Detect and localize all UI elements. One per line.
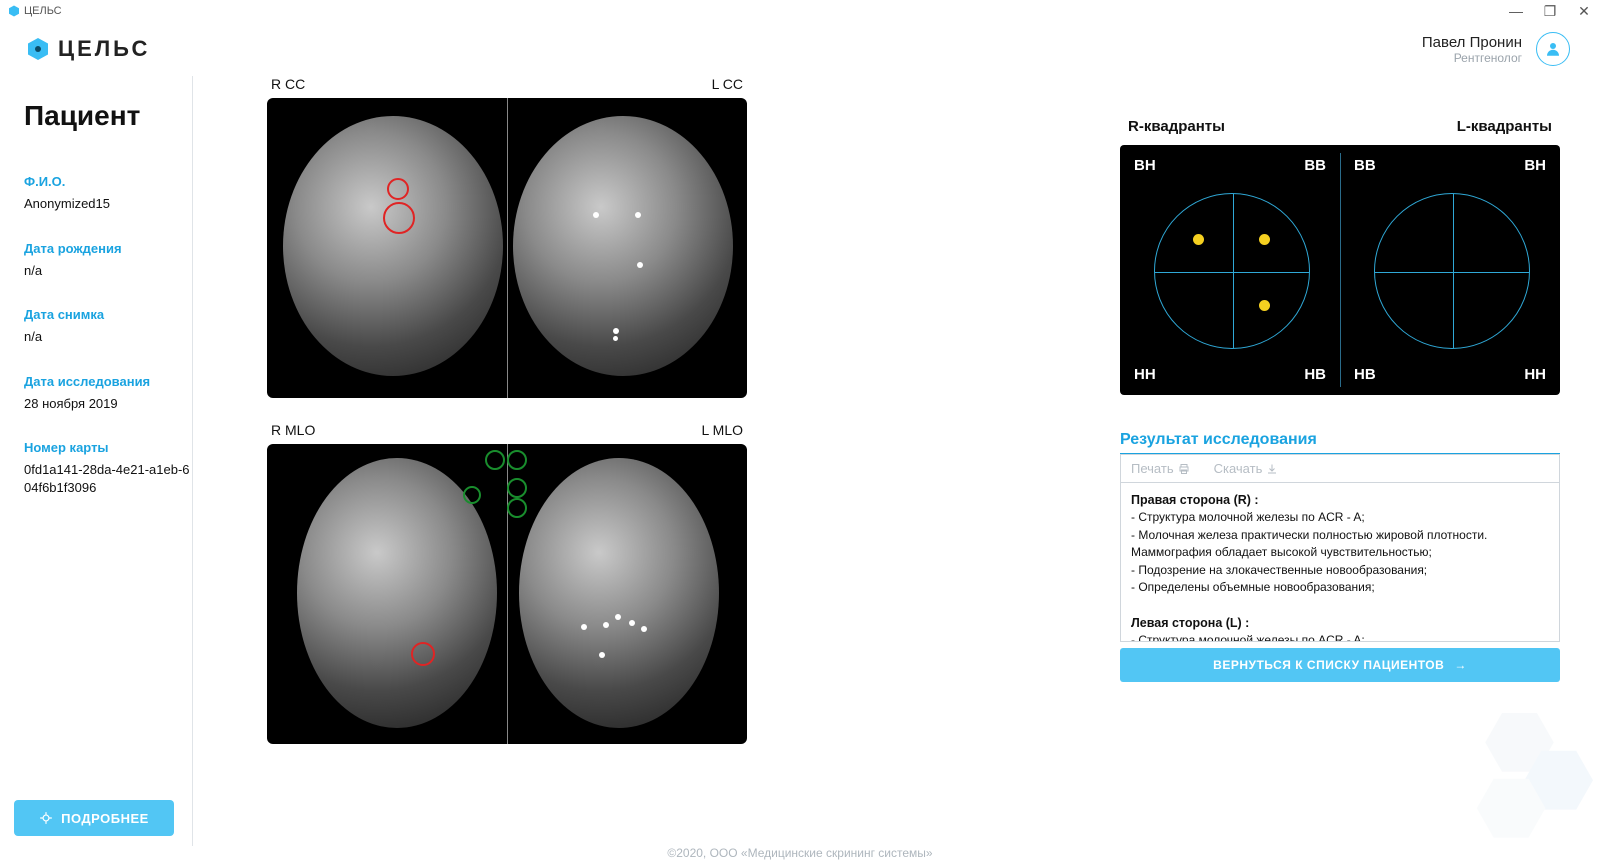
arrow-right-icon: → [1454,658,1467,672]
calcification-dot [599,652,605,658]
field-value: n/a [24,262,192,280]
results-text[interactable]: Правая сторона (R) :- Структура молочной… [1120,482,1560,642]
corner-tr: ВВ [1304,157,1326,174]
download-label: Скачать [1214,461,1263,476]
field-card-number: Номер карты 0fd1a141-28da-4e21-a1eb-604f… [24,440,192,496]
quadrant-label-l: L-квадранты [1457,118,1552,135]
calcification-dot [581,624,587,630]
page-title: Пациент [24,100,192,132]
lesion-marker [411,642,435,666]
calcification-dot [603,622,609,628]
tissue-mass [283,116,503,376]
quadrant-diagram: ВН ВВ НН НВ ВВ ВН НВ НН [1120,145,1560,395]
tissue-mass [519,458,719,728]
lesion-marker [507,450,527,470]
scan-image-cc[interactable] [267,98,747,398]
print-label: Печать [1131,461,1174,476]
field-dob: Дата рождения n/a [24,241,192,280]
lesion-marker [485,450,505,470]
calcification-dot [615,614,621,620]
field-label: Номер карты [24,440,192,455]
field-fio: Ф.И.О. Anonymized15 [24,174,192,213]
scan-label-lmlo: L MLO [702,422,744,438]
field-label: Дата снимка [24,307,192,322]
lesion-marker [387,178,409,200]
lesion-marker [507,498,527,518]
calcification-dot [635,212,641,218]
field-label: Дата рождения [24,241,192,256]
scan-image-mlo[interactable] [267,444,747,744]
more-button[interactable]: ПОДРОБНЕЕ [14,800,174,836]
app-icon [8,5,20,17]
quadrant-finding-dot [1259,234,1270,245]
user-avatar[interactable] [1536,32,1570,66]
corner-br: НВ [1304,366,1326,383]
lesion-marker [383,202,415,234]
back-to-list-button[interactable]: ВЕРНУТЬСЯ К СПИСКУ ПАЦИЕНТОВ → [1120,648,1560,682]
person-icon [1544,40,1562,58]
app-title: ЦЕЛЬС [24,5,62,17]
logo-icon [26,37,50,61]
results-toolbar: Печать Скачать [1120,454,1560,482]
results-header: Результат исследования [1120,431,1560,454]
scan-label-rcc: R CC [271,76,305,92]
corner-tl: ВН [1134,157,1156,174]
lesion-marker [507,478,527,498]
brand-name: ЦЕЛЬС [58,36,150,62]
background-decoration [1460,706,1600,846]
field-value: n/a [24,328,192,346]
field-value: Anonymized15 [24,195,192,213]
print-link[interactable]: Печать [1131,461,1190,476]
corner-tr: ВН [1524,157,1546,174]
quadrant-finding-dot [1259,300,1270,311]
download-link[interactable]: Скачать [1214,461,1279,476]
target-icon [39,811,53,825]
quadrant-label-r: R-квадранты [1128,118,1225,135]
field-label: Дата исследования [24,374,192,389]
field-study-date: Дата исследования 28 ноября 2019 [24,374,192,413]
tissue-mass [513,116,733,376]
download-icon [1266,463,1278,475]
user-name: Павел Пронин [1422,34,1522,51]
footer: ©2020, ООО «Медицинские скрининг системы… [0,846,1600,860]
window-close-button[interactable]: ✕ [1576,3,1592,20]
more-button-label: ПОДРОБНЕЕ [61,811,149,826]
print-icon [1178,463,1190,475]
app-header: ЦЕЛЬС Павел Пронин Рентгенолог [0,22,1600,76]
field-scan-date: Дата снимка n/a [24,307,192,346]
window-minimize-button[interactable]: — [1508,3,1524,20]
patient-sidebar: Пациент Ф.И.О. Anonymized15 Дата рождени… [0,76,193,846]
quad-circle-r [1154,193,1310,349]
back-button-label: ВЕРНУТЬСЯ К СПИСКУ ПАЦИЕНТОВ [1213,658,1444,672]
calcification-dot [593,212,599,218]
window-maximize-button[interactable]: ❐ [1542,3,1558,20]
quadrant-finding-dot [1193,234,1204,245]
calcification-dot [637,262,643,268]
calcification-dot [629,620,635,626]
brand-logo[interactable]: ЦЕЛЬС [26,36,150,62]
corner-bl: НН [1134,366,1156,383]
scan-viewer: R CC L CC R MLO L MLO [193,76,1120,846]
field-label: Ф.И.О. [24,174,192,189]
window-titlebar: ЦЕЛЬС — ❐ ✕ [0,0,1600,22]
corner-bl: НВ [1354,366,1376,383]
scan-label-lcc: L CC [712,76,743,92]
calcification-dot [613,328,619,334]
field-value: 28 ноября 2019 [24,395,192,413]
lesion-marker [463,486,481,504]
user-block[interactable]: Павел Пронин Рентгенолог [1422,32,1570,66]
calcification-dot [641,626,647,632]
calcification-dot [613,336,618,341]
field-value: 0fd1a141-28da-4e21-a1eb-604f6b1f3096 [24,461,192,496]
corner-br: НН [1524,366,1546,383]
user-role: Рентгенолог [1422,51,1522,65]
scan-label-rmlo: R MLO [271,422,315,438]
quad-circle-l [1374,193,1530,349]
corner-tl: ВВ [1354,157,1376,174]
